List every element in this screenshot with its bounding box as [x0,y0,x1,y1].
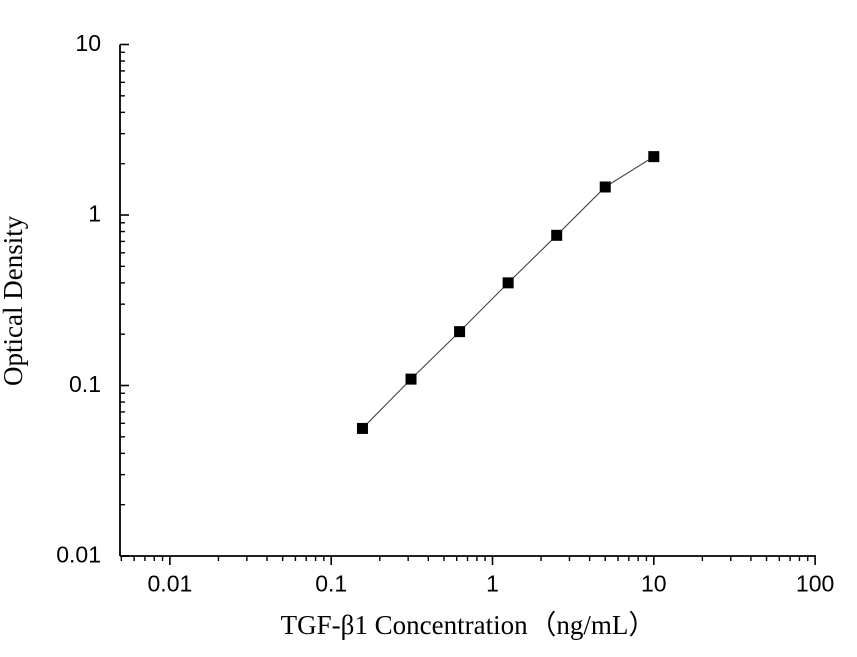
svg-text:1: 1 [88,201,101,227]
svg-text:100: 100 [796,571,834,597]
svg-text:0.01: 0.01 [148,571,193,597]
svg-text:0.1: 0.1 [69,371,101,397]
svg-text:TGF-β1 Concentration （ng/mL）: TGF-β1 Concentration （ng/mL） [281,610,656,640]
svg-text:1: 1 [486,571,499,597]
svg-text:10: 10 [641,571,667,597]
svg-text:0.01: 0.01 [56,542,101,568]
svg-text:Optical Density: Optical Density [0,215,28,386]
svg-text:0.1: 0.1 [315,571,347,597]
svg-text:10: 10 [75,30,101,56]
